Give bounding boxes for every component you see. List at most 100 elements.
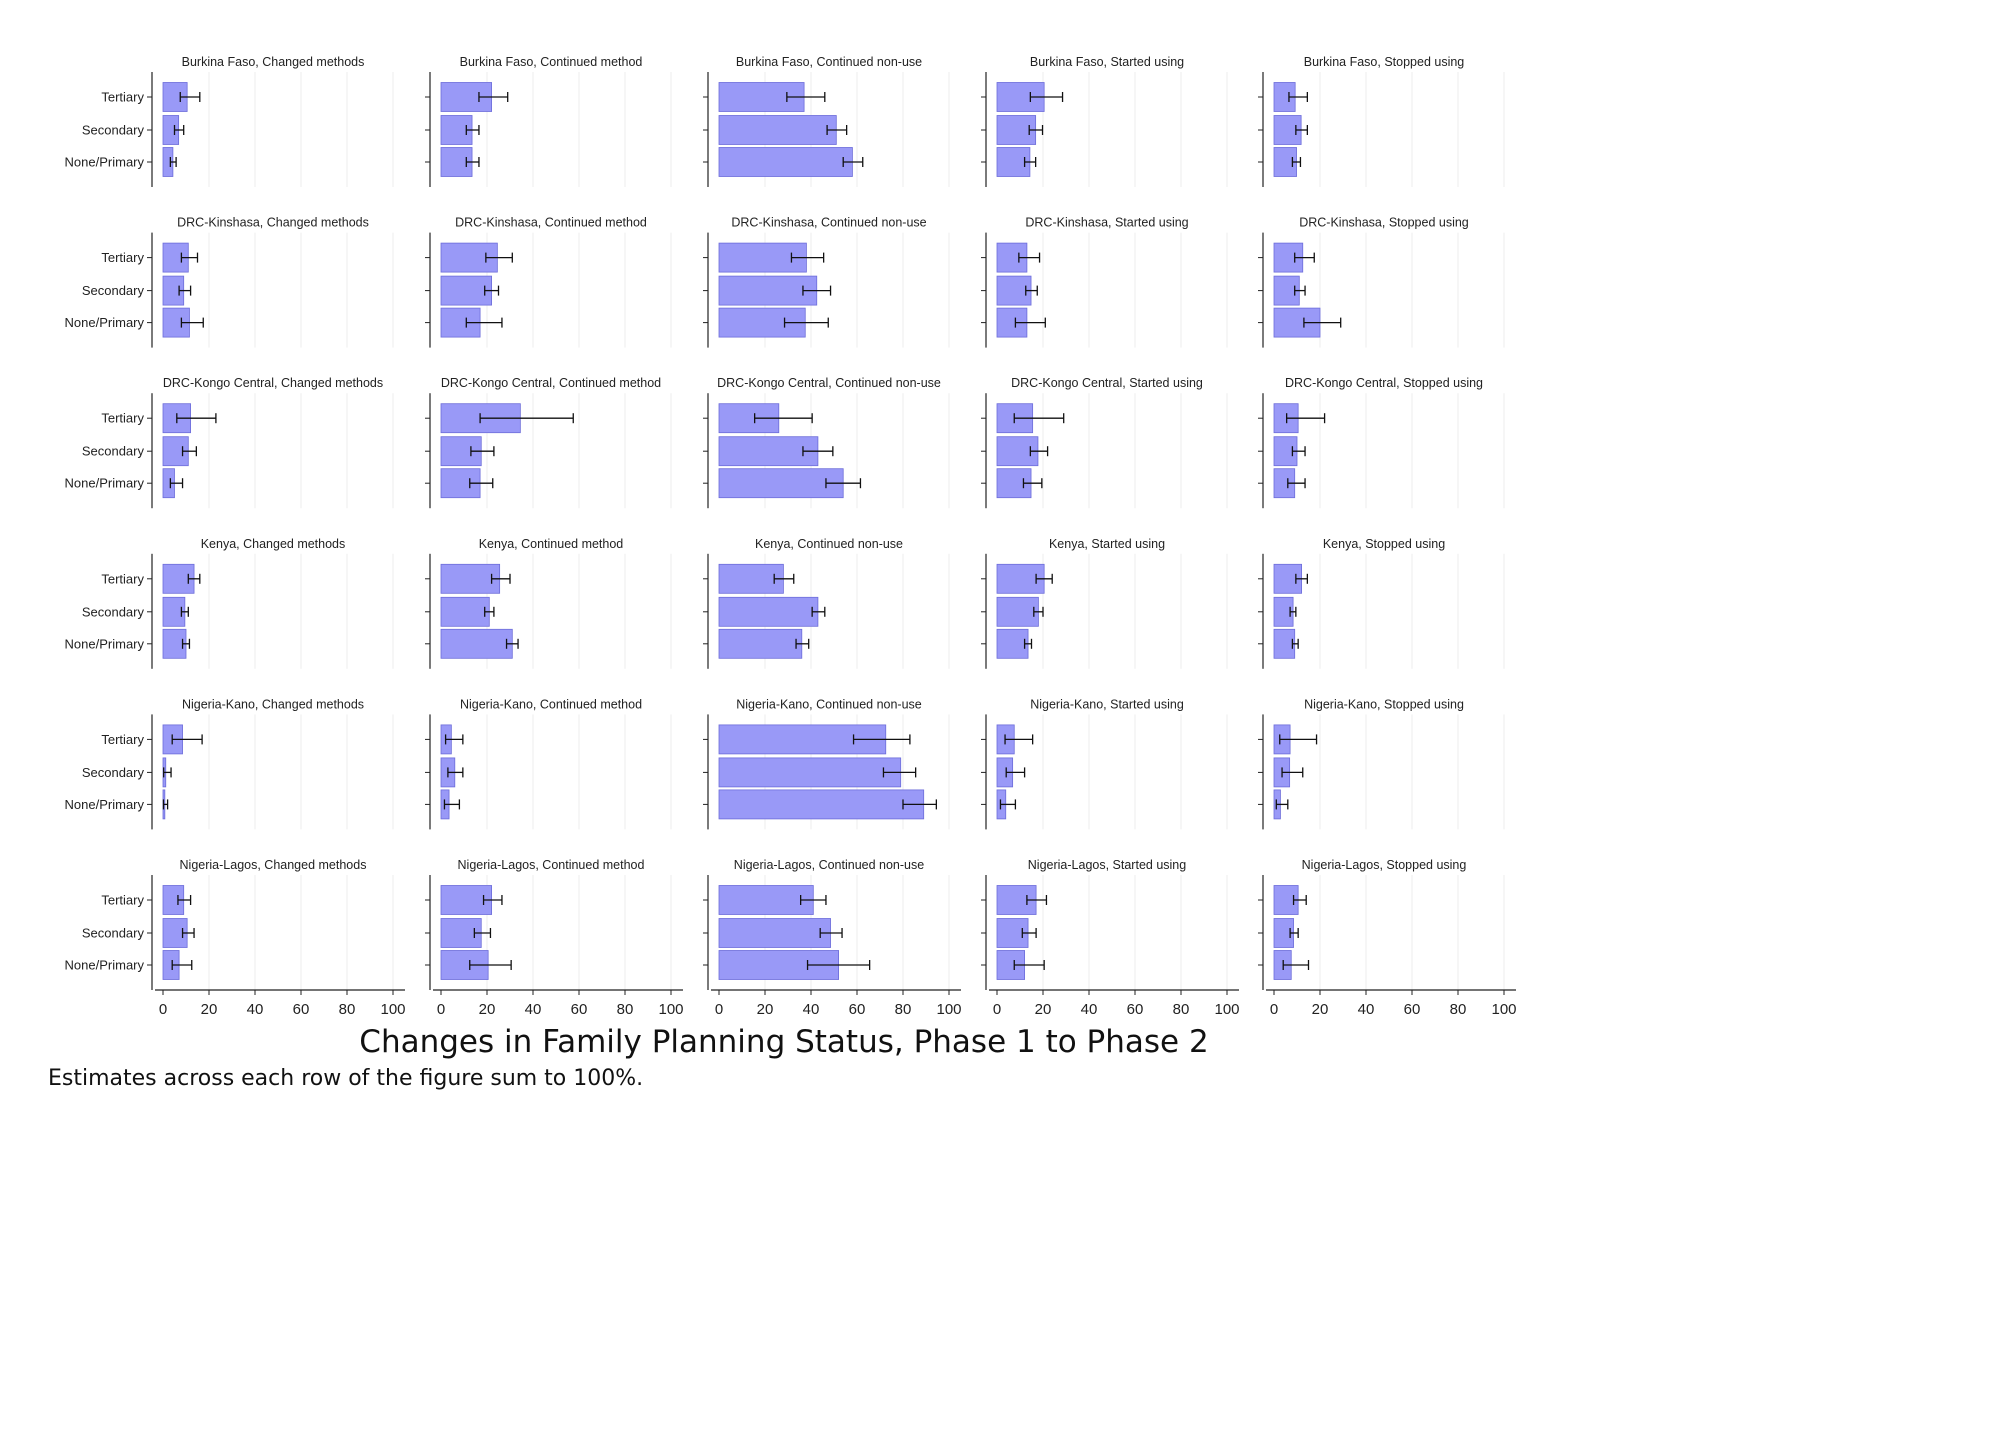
category-label: Tertiary [101, 571, 144, 586]
bar [718, 757, 902, 788]
bar [718, 275, 818, 306]
x-tick-label: 0 [1270, 1001, 1278, 1018]
x-axis-title: Changes in Family Planning Status, Phase… [359, 1024, 1209, 1060]
x-tick-label: 80 [1450, 1001, 1467, 1018]
bar [718, 918, 831, 948]
bar [718, 563, 784, 594]
x-tick-label: 100 [1491, 1001, 1516, 1018]
bar [718, 115, 837, 145]
category-label: None/Primary [65, 155, 145, 170]
x-tick-label: 40 [803, 1001, 820, 1018]
x-tick-label: 0 [993, 1001, 1001, 1018]
bar [718, 789, 925, 820]
figure: Burkina Faso, Changed methods Tertiary Sec… [48, 55, 1517, 1091]
category-label: Tertiary [101, 893, 144, 908]
panel-title: Burkina Faso, Started using [1030, 55, 1184, 69]
x-tick-label: 80 [617, 1001, 634, 1018]
panel-title: Burkina Faso, Continued non-use [736, 55, 922, 69]
category-label: None/Primary [65, 476, 145, 491]
x-tick-label: 0 [159, 1001, 167, 1018]
x-tick-label: 100 [658, 1001, 683, 1018]
category-label: None/Primary [65, 797, 145, 812]
small-multiples-bar-chart: Burkina Faso, Changed methods Tertiary Sec… [65, 55, 1517, 1018]
bar [718, 628, 803, 659]
category-label: Tertiary [101, 250, 144, 265]
panel-title: Nigeria-Kano, Continued method [460, 697, 642, 711]
x-tick-label: 80 [1173, 1001, 1190, 1018]
bar [718, 885, 814, 915]
panel-title: Nigeria-Kano, Stopped using [1304, 697, 1464, 711]
category-label: Tertiary [101, 411, 144, 426]
x-tick-label: 40 [1358, 1001, 1375, 1018]
x-tick-label: 60 [571, 1001, 588, 1018]
x-tick-label: 100 [1214, 1001, 1239, 1018]
panel-title: DRC-Kinshasa, Continued method [455, 216, 647, 230]
bar [718, 147, 853, 177]
panel-title: Nigeria-Kano, Continued non-use [736, 697, 922, 711]
bar [718, 596, 819, 627]
panel-title: DRC-Kongo Central, Started using [1011, 376, 1203, 390]
category-label: Tertiary [101, 90, 144, 105]
panel-title: DRC-Kinshasa, Stopped using [1299, 216, 1469, 230]
x-tick-label: 20 [757, 1001, 774, 1018]
panel-title: Nigeria-Lagos, Started using [1028, 858, 1186, 872]
panel-title: DRC-Kinshasa, Started using [1025, 216, 1188, 230]
x-tick-label: 40 [525, 1001, 542, 1018]
panel-title: DRC-Kongo Central, Stopped using [1285, 376, 1483, 390]
x-tick-label: 60 [1127, 1001, 1144, 1018]
category-label: None/Primary [65, 958, 145, 973]
category-label: Secondary [82, 444, 145, 459]
panel-title: Nigeria-Kano, Started using [1030, 697, 1184, 711]
x-tick-label: 20 [201, 1001, 218, 1018]
x-tick-label: 20 [1035, 1001, 1052, 1018]
category-label: Secondary [82, 926, 145, 941]
panel-title: DRC-Kongo Central, Changed methods [163, 376, 383, 390]
bar [440, 596, 490, 627]
x-tick-label: 20 [1312, 1001, 1329, 1018]
panel-title: DRC-Kinshasa, Changed methods [177, 216, 369, 230]
x-tick-label: 40 [247, 1001, 264, 1018]
panel-title: Burkina Faso, Changed methods [182, 55, 365, 69]
x-tick-label: 60 [293, 1001, 310, 1018]
x-tick-label: 100 [380, 1001, 405, 1018]
panel-title: DRC-Kongo Central, Continued method [441, 376, 661, 390]
panel-title: Burkina Faso, Continued method [460, 55, 643, 69]
bar [718, 468, 844, 499]
x-tick-label: 60 [849, 1001, 866, 1018]
panel-title: Nigeria-Lagos, Continued method [458, 858, 645, 872]
panel-title: Nigeria-Lagos, Changed methods [180, 858, 367, 872]
bar [1273, 628, 1296, 659]
panel-title: DRC-Kongo Central, Continued non-use [717, 376, 941, 390]
panel-title: Burkina Faso, Stopped using [1304, 55, 1465, 69]
figure-note: Estimates across each row of the figure … [48, 1066, 644, 1091]
panel-title: DRC-Kinshasa, Continued non-use [731, 216, 926, 230]
bar [996, 596, 1039, 627]
bar [440, 275, 492, 306]
category-label: Secondary [82, 123, 145, 138]
panel-title: Nigeria-Lagos, Stopped using [1302, 858, 1467, 872]
x-tick-label: 40 [1081, 1001, 1098, 1018]
panel-title: Nigeria-Kano, Changed methods [182, 697, 364, 711]
x-tick-label: 80 [895, 1001, 912, 1018]
panel-title: Nigeria-Lagos, Continued non-use [734, 858, 924, 872]
panel-title: Kenya, Continued method [479, 537, 624, 551]
bar [440, 563, 501, 594]
x-tick-label: 60 [1404, 1001, 1421, 1018]
panel-title: Kenya, Changed methods [201, 537, 346, 551]
bar [440, 628, 513, 659]
panel-title: Kenya, Started using [1049, 537, 1165, 551]
category-label: None/Primary [65, 315, 145, 330]
category-label: None/Primary [65, 636, 145, 651]
bar [996, 628, 1029, 659]
x-tick-label: 0 [437, 1001, 445, 1018]
bar [718, 436, 819, 467]
category-label: Tertiary [101, 732, 144, 747]
category-label: Secondary [82, 765, 145, 780]
x-tick-label: 20 [479, 1001, 496, 1018]
category-label: Secondary [82, 283, 145, 298]
panel-title: Kenya, Stopped using [1323, 537, 1445, 551]
x-tick-label: 0 [715, 1001, 723, 1018]
panel-title: Kenya, Continued non-use [755, 537, 903, 551]
x-tick-label: 80 [339, 1001, 356, 1018]
x-tick-label: 100 [936, 1001, 961, 1018]
